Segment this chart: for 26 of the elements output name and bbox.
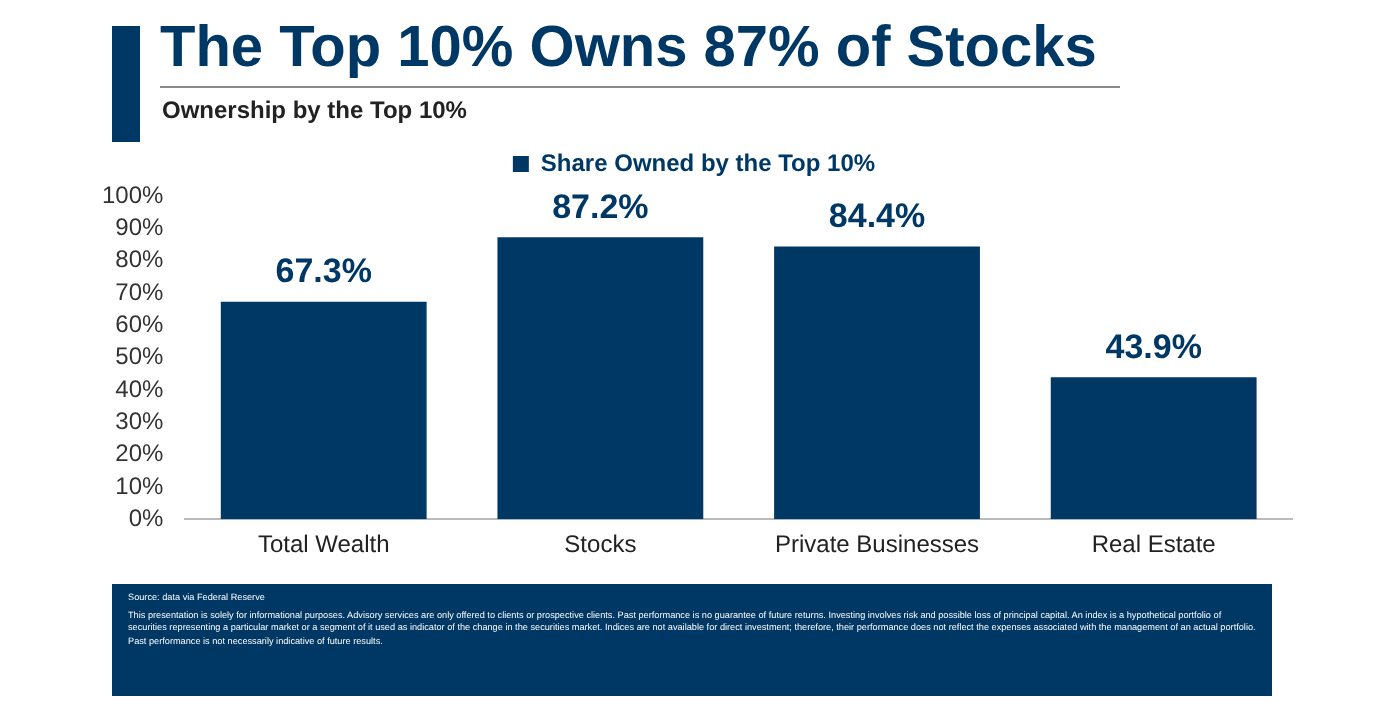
- y-tick-label: 20%: [115, 439, 165, 468]
- y-tick-label: 90%: [115, 212, 165, 241]
- data-label: 87.2%: [552, 187, 649, 226]
- y-tick-label: 50%: [115, 342, 165, 371]
- y-tick-label: 70%: [115, 277, 165, 306]
- x-tick-label: Real Estate: [1091, 530, 1217, 559]
- data-label: 84.4%: [828, 196, 926, 235]
- x-tick-label: Private Businesses: [774, 530, 980, 559]
- bar: [497, 237, 704, 520]
- chart-subtitle: Ownership by the Top 10%: [162, 96, 467, 124]
- bar: [774, 246, 980, 520]
- y-tick-label: 30%: [115, 406, 165, 435]
- chart-title: The Top 10% Owns 87% of Stocks: [160, 16, 1120, 88]
- x-tick-label: Stocks: [564, 530, 637, 559]
- bar: [220, 301, 427, 520]
- bar: [1050, 377, 1257, 520]
- data-label: 43.9%: [1105, 327, 1202, 366]
- y-tick-label: 0%: [128, 503, 165, 532]
- y-tick-label: 40%: [115, 374, 165, 403]
- y-tick-label: 80%: [115, 245, 165, 274]
- data-label: 67.3%: [275, 252, 372, 291]
- y-tick-label: 10%: [115, 471, 165, 500]
- y-tick-label: 60%: [115, 309, 165, 338]
- y-tick-label: 100%: [101, 180, 165, 209]
- legend-label: Share Owned by the Top 10%: [540, 148, 876, 177]
- x-tick-label: Total Wealth: [257, 530, 390, 559]
